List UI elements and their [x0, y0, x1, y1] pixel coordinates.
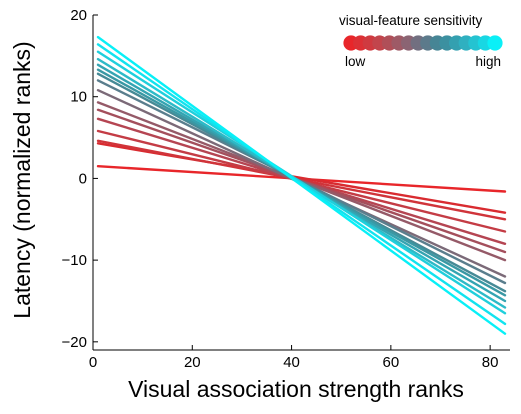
legend-high-label: high	[475, 54, 501, 69]
legend-title: visual-feature sensitivity	[339, 13, 483, 28]
y-tick-label: 10	[70, 89, 87, 106]
y-tick-label: 0	[79, 170, 87, 187]
legend-low-label: low	[345, 54, 366, 69]
y-tick-label: −10	[62, 252, 87, 269]
series-line-16	[96, 35, 507, 335]
y-axis-title: Latency (normalized ranks)	[9, 41, 35, 318]
y-tick-label: −20	[62, 334, 87, 351]
series-line-14	[96, 50, 507, 315]
legend: visual-feature sensitivity low high	[339, 13, 503, 69]
x-tick-label: 80	[482, 354, 499, 371]
x-tick-label: 40	[283, 354, 300, 371]
legend-swatch	[487, 35, 503, 51]
tick-labels: 0 20 40 60 80 −20 −10 0 10 20	[62, 7, 499, 371]
x-tick-label: 60	[383, 354, 400, 371]
x-tick-label: 0	[89, 354, 97, 371]
x-tick-label: 20	[184, 354, 201, 371]
x-axis-title: Visual association strength ranks	[128, 376, 464, 402]
legend-swatches	[343, 35, 503, 51]
y-tick-label: 20	[70, 7, 87, 24]
series-lines	[96, 35, 507, 335]
axes	[92, 15, 510, 351]
